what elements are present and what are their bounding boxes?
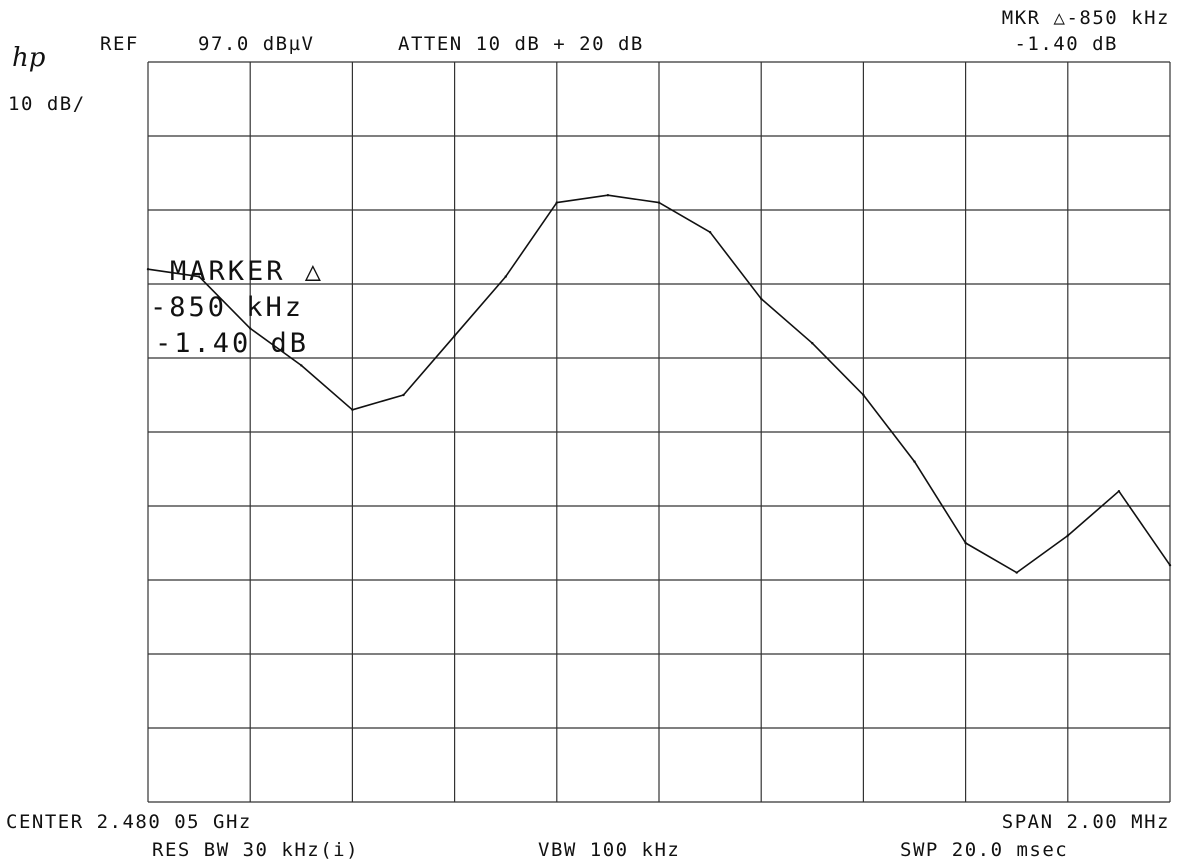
trace-point bbox=[300, 364, 303, 367]
trace-point bbox=[146, 268, 150, 271]
marker-box-amp: -1.40 dB bbox=[155, 328, 309, 359]
center-frequency: CENTER 2.480 05 GHz bbox=[6, 811, 252, 833]
trace-point bbox=[657, 201, 661, 204]
trace-point bbox=[555, 201, 558, 204]
attenuation-readout: ATTEN 10 dB + 20 dB bbox=[398, 33, 644, 55]
hp-logo: hp bbox=[12, 43, 46, 73]
trace-point bbox=[249, 327, 252, 330]
marker-box-title: MARKER △ bbox=[170, 256, 324, 287]
plot-grid bbox=[147, 61, 1171, 803]
trace-point bbox=[708, 231, 712, 234]
ref-level: 97.0 dBµV bbox=[198, 33, 314, 55]
sweep-time-readout: SWP 20.0 msec bbox=[900, 839, 1068, 861]
trace-point bbox=[197, 275, 201, 278]
marker-box-freq: -850 kHz bbox=[150, 292, 304, 323]
trace-point bbox=[351, 408, 354, 411]
trace-point bbox=[1066, 534, 1070, 537]
scale-readout: 10 dB/ bbox=[8, 93, 86, 115]
trace-point bbox=[453, 334, 456, 337]
vbw-readout: VBW 100 kHz bbox=[538, 839, 680, 861]
trace-point bbox=[760, 297, 763, 300]
trace-point bbox=[913, 460, 916, 463]
trace-point bbox=[811, 342, 814, 345]
trace-point bbox=[402, 393, 405, 397]
marker-amp-readout: -1.40 dB bbox=[1014, 33, 1118, 55]
trace-point bbox=[964, 541, 967, 545]
res-bw-readout: RES BW 30 kHz(i) bbox=[152, 839, 359, 861]
trace-point bbox=[606, 194, 610, 197]
trace-layer bbox=[146, 194, 1172, 574]
span-readout: SPAN 2.00 MHz bbox=[1002, 811, 1170, 833]
trace-point bbox=[1168, 564, 1172, 567]
marker-freq-readout: MKR △-850 kHz bbox=[1002, 7, 1170, 29]
trace-point bbox=[504, 275, 507, 278]
ref-label: REF bbox=[100, 33, 139, 55]
trace-point bbox=[1117, 490, 1121, 493]
trace-point bbox=[862, 393, 865, 397]
trace-point bbox=[1015, 571, 1018, 574]
